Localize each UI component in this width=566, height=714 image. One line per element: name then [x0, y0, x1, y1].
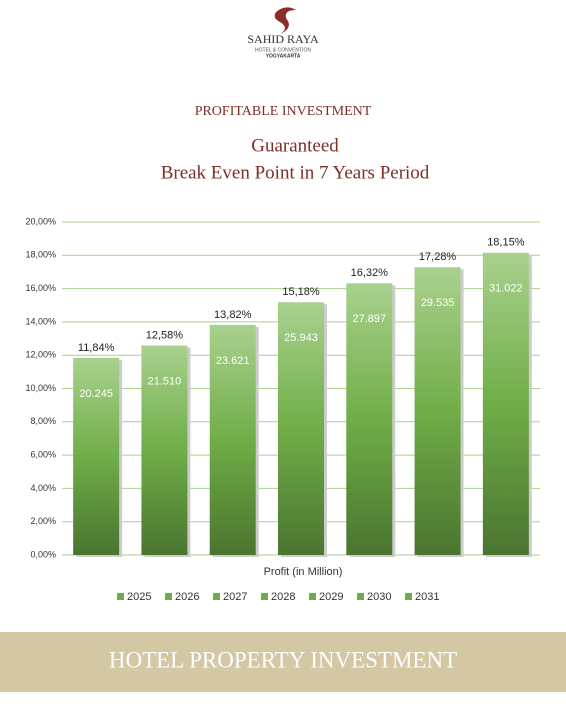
legend-label: 2031: [415, 591, 439, 603]
value-label: 11,84%: [78, 342, 115, 354]
profit-label: 29.535: [421, 297, 455, 309]
brand: SAHID RAYA: [247, 32, 319, 46]
legend-label: 2030: [367, 591, 391, 603]
y-tick-label: 2,00%: [30, 516, 56, 526]
profit-label: 31.022: [489, 283, 523, 295]
logo-icon: [274, 7, 296, 34]
value-label: 17,28%: [419, 251, 457, 263]
y-tick-label: 8,00%: [30, 416, 56, 426]
legend-swatch: [357, 593, 364, 600]
legend-label: 2029: [319, 591, 343, 603]
value-label: 15,18%: [282, 286, 320, 298]
legend-swatch: [309, 593, 316, 600]
x-axis-label: Profit (in Million): [264, 566, 343, 578]
chart-subtitle: Break Even Point in 7 Years Period: [161, 162, 430, 183]
value-label: 12,58%: [146, 329, 184, 341]
bar: [346, 283, 393, 555]
y-tick-label: 14,00%: [25, 316, 56, 326]
y-tick-label: 10,00%: [25, 383, 56, 393]
y-tick-label: 12,00%: [25, 350, 56, 360]
legend-swatch: [261, 593, 268, 600]
y-tick-label: 18,00%: [25, 250, 56, 260]
legend-swatch: [117, 593, 124, 600]
y-tick-label: 4,00%: [30, 483, 56, 493]
tagline: HOTEL & CONVENTION: [255, 47, 311, 53]
chart-title: Guaranteed: [251, 135, 339, 156]
legend-label: 2027: [223, 591, 247, 603]
bar: [482, 252, 529, 556]
bar: [414, 267, 461, 555]
bar: [141, 345, 188, 555]
bar: [209, 324, 256, 555]
legend-label: 2028: [271, 591, 295, 603]
profit-label: 27.897: [352, 313, 386, 325]
y-tick-label: 6,00%: [30, 449, 56, 459]
value-label: 13,82%: [214, 309, 252, 321]
profit-label: 21.510: [148, 375, 182, 387]
legend-swatch: [213, 593, 220, 600]
profit-label: 20.245: [79, 388, 113, 400]
legend-swatch: [165, 593, 172, 600]
heading: PROFITABLE INVESTMENT: [195, 104, 372, 119]
footer-text: HOTEL PROPERTY INVESTMENT: [109, 647, 457, 672]
y-tick-label: 0,00%: [30, 549, 56, 559]
legend-label: 2025: [127, 591, 151, 603]
city: YOGYAKARTA: [266, 53, 301, 59]
footer-band: [0, 632, 566, 692]
legend-label: 2026: [175, 591, 199, 603]
y-tick-label: 20,00%: [25, 216, 56, 226]
legend-swatch: [405, 593, 412, 600]
y-tick-label: 16,00%: [25, 283, 56, 293]
profit-label: 23.621: [216, 355, 250, 367]
value-label: 16,32%: [351, 267, 389, 279]
bar: [278, 302, 324, 555]
profit-label: 25.943: [284, 332, 318, 344]
value-label: 18,15%: [487, 237, 525, 249]
bar: [73, 357, 120, 555]
